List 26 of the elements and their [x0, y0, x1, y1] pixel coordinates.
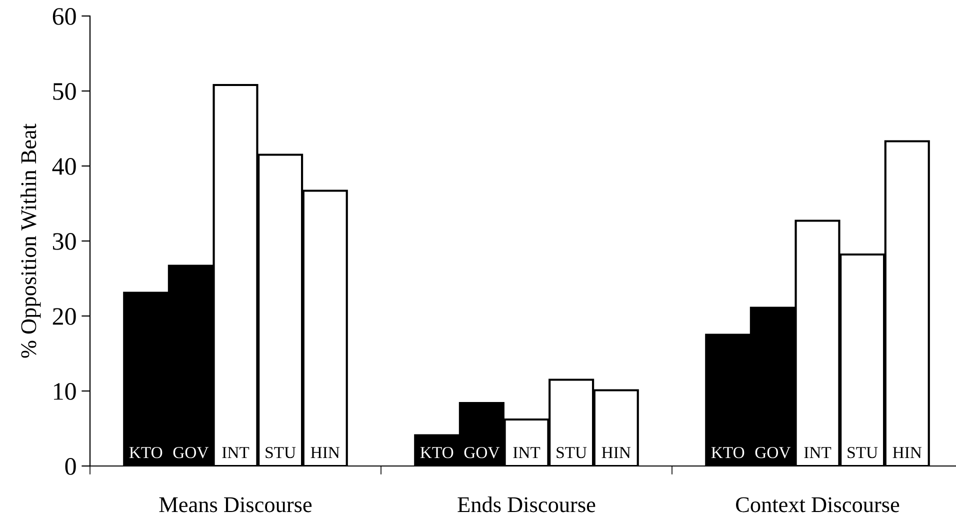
text: STU [266, 446, 296, 458]
series-label: GOV [173, 446, 209, 458]
y-tick-label: 60 [52, 8, 76, 25]
series-label: HIN [310, 447, 340, 458]
x-tick-label: Ends Discourse [458, 496, 596, 512]
text: GOV [755, 446, 791, 458]
y-tick-label: 30 [53, 233, 76, 250]
text: STU [848, 446, 878, 458]
y-tick-label: 10 [54, 383, 76, 400]
text: HIN [602, 447, 631, 458]
y-tick-label: 0 [65, 458, 76, 475]
series-label: STU [556, 446, 587, 458]
x-tick-label: Context Discourse [736, 497, 900, 512]
y-tick-label: 20 [52, 308, 76, 325]
text: GOV [464, 446, 500, 458]
series-label: INT [222, 447, 250, 458]
text: INT [513, 447, 540, 458]
y-axis-title: % Opposition Within Beat [20, 124, 41, 358]
text: KTO [711, 446, 744, 458]
text: HIN [892, 447, 922, 458]
series-label: KTO [129, 446, 162, 458]
text: KTO [420, 446, 454, 458]
x-tick-label: Means Discourse [159, 497, 312, 512]
y-tick-label: 40 [52, 158, 76, 175]
text: INT [804, 447, 832, 458]
y-tick-label: 50 [53, 83, 76, 100]
